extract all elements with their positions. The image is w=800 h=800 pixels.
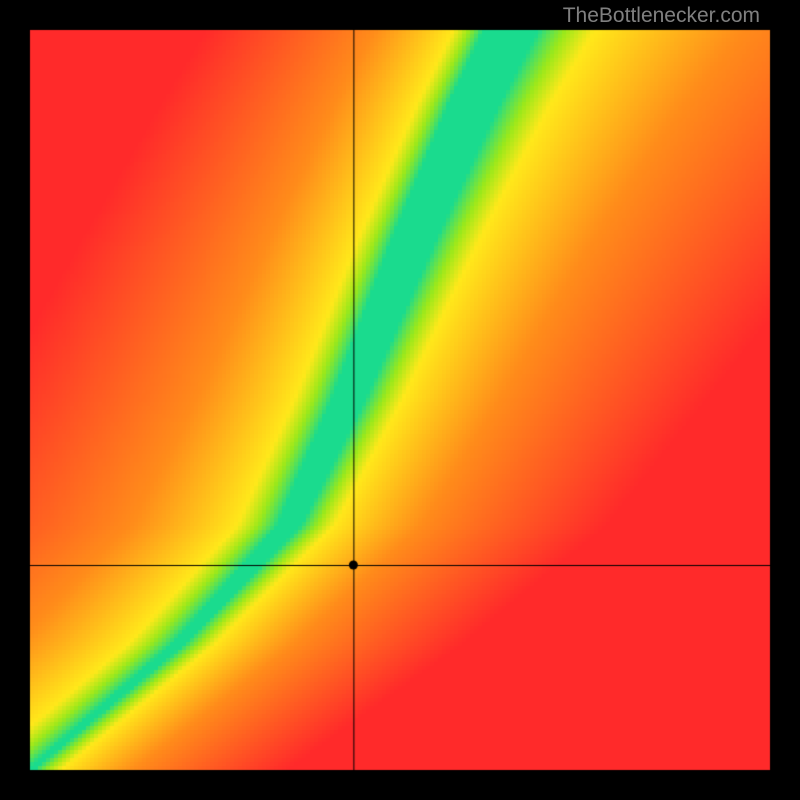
bottleneck-heatmap xyxy=(0,0,800,800)
chart-container: TheBottlenecker.com xyxy=(0,0,800,800)
watermark-text: TheBottlenecker.com xyxy=(563,4,760,28)
